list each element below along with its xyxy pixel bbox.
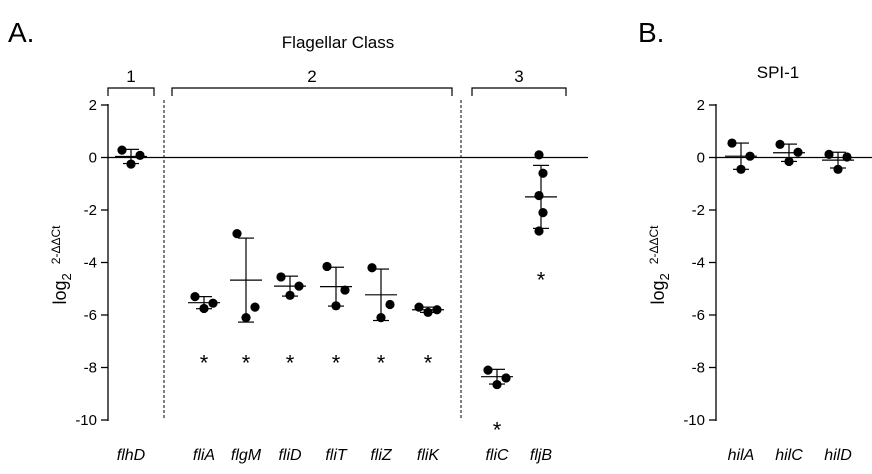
panel-a-gene-label: fliZ: [370, 447, 393, 464]
panel-b-y-tick-label: -2: [692, 202, 705, 219]
panel-a-data-point: [331, 301, 341, 311]
panel-a-gene-label: flhD: [117, 447, 146, 464]
panel-a-data-point: [190, 292, 200, 302]
panel-a-data-point: [423, 307, 433, 317]
panel-a-gene-label: fliK: [417, 447, 441, 464]
panel-a-ylabel: log2 2-ΔΔCt: [49, 225, 74, 305]
panel-a-significance-marker: *: [332, 350, 341, 375]
class-bracket-label: 2: [307, 67, 316, 86]
panel-a-data-point: [538, 168, 548, 178]
panel-a-data-point: [285, 290, 295, 300]
panel-a-data-point: [432, 305, 442, 315]
panel-b-data-point: [784, 156, 794, 167]
panel-a-significance-marker: *: [377, 350, 386, 375]
panel-a-data-point: [276, 272, 286, 282]
panel-a-gene-label: fljB: [530, 447, 553, 464]
panel-b-data-point: [824, 149, 834, 159]
panel-a-data-point: [385, 299, 395, 310]
panel-a-data-point: [534, 150, 544, 160]
panel-b-y-tick-label: -8: [692, 360, 705, 377]
panel-a-data-point: [294, 281, 304, 291]
panel-a-data-point: [340, 285, 350, 295]
panel-b-data-point: [842, 152, 852, 162]
panel-a-significance-marker: *: [200, 350, 209, 375]
class-bracket: [171, 87, 453, 96]
panel-a-data-point: [376, 313, 386, 323]
panel-a-y-tick-label: -2: [84, 202, 97, 219]
panel-a-data-point: [208, 298, 218, 308]
panel-b-data-point: [793, 147, 803, 157]
panel-a-y-tick-label: 0: [89, 150, 97, 167]
panel-a-gene-label: flgM: [231, 447, 262, 464]
panel-b-title: SPI-1: [757, 63, 800, 82]
panel-a-significance-marker: *: [424, 350, 433, 375]
panel-a-data-point: [322, 261, 332, 272]
panel-a-y-tick-label: 2: [89, 97, 97, 114]
panel-a-data-point: [367, 263, 377, 273]
panel-a-significance-marker: *: [286, 350, 295, 375]
panel-b-data-point: [727, 138, 737, 148]
panel-b-ylabel: log2 2-ΔΔCt: [647, 225, 672, 305]
panel-a-y-tick-label: -10: [75, 412, 97, 429]
panel-a-data-point: [501, 373, 511, 383]
panel-a-significance-marker: *: [537, 268, 546, 293]
class-bracket-label: 3: [514, 67, 523, 86]
panel-a-gene-label: fliA: [193, 447, 215, 464]
panel-b-gene-label: hilA: [728, 447, 755, 464]
panel-a-y-tick-label: -8: [84, 360, 97, 377]
panel-a-data-point: [232, 229, 242, 239]
panel-a-significance-marker: *: [493, 417, 502, 442]
panel-a-data-point: [538, 208, 548, 218]
panel-a-data-point: [199, 303, 209, 314]
panel-a-plot: 2 0 -2 -4 -6 -8 -10 flhD fliA * flgM * fliD * fliT * fli…: [75, 67, 588, 464]
panel-a-gene-label: fliC: [485, 447, 509, 464]
panel-a-data-point: [414, 302, 424, 312]
panel-a-data-point: [534, 226, 544, 236]
panel-b-data-point: [736, 164, 746, 174]
panel-b-y-tick-label: -6: [692, 307, 705, 324]
panel-b-y-tick-label: -4: [692, 255, 705, 272]
class-bracket-label: 1: [126, 67, 135, 86]
panel-a-gene-label: fliD: [278, 447, 302, 464]
panel-b-y-tick-label: -10: [683, 412, 705, 429]
panel-a-significance-marker: *: [242, 350, 251, 375]
panel-a-y-tick-label: -4: [84, 255, 97, 272]
panel-a-data-point: [126, 159, 136, 169]
panel-b-y-tick-label: 0: [697, 150, 705, 167]
panel-a-data-point: [241, 313, 251, 323]
panel-a-title: Flagellar Class: [282, 33, 394, 52]
panel-a-letter: A.: [8, 17, 34, 48]
panel-a-data-point: [492, 379, 502, 390]
panel-b-data-point: [775, 139, 785, 149]
panel-a-gene-label: fliT: [325, 447, 348, 464]
panel-b-gene-label: hilD: [824, 447, 852, 464]
panel-a-data-point: [250, 302, 260, 312]
panel-a-data-point: [135, 150, 145, 160]
panel-b-gene-label: hilC: [775, 447, 803, 464]
class-bracket: [107, 87, 155, 96]
panel-b-data-point: [745, 151, 755, 161]
class-bracket: [471, 87, 567, 96]
panel-a-y-tick-label: -6: [84, 307, 97, 324]
panel-b-data-point: [833, 164, 843, 174]
panel-a-data-point: [117, 145, 127, 155]
panel-b-plot: 2 0 -2 -4 -6 -8 -10 hilA hilC hilD: [683, 97, 872, 464]
panel-b-letter: B.: [638, 17, 664, 48]
panel-b-y-tick-label: 2: [697, 97, 705, 114]
panel-a-data-point: [534, 190, 544, 201]
panel-a-data-point: [483, 365, 493, 375]
